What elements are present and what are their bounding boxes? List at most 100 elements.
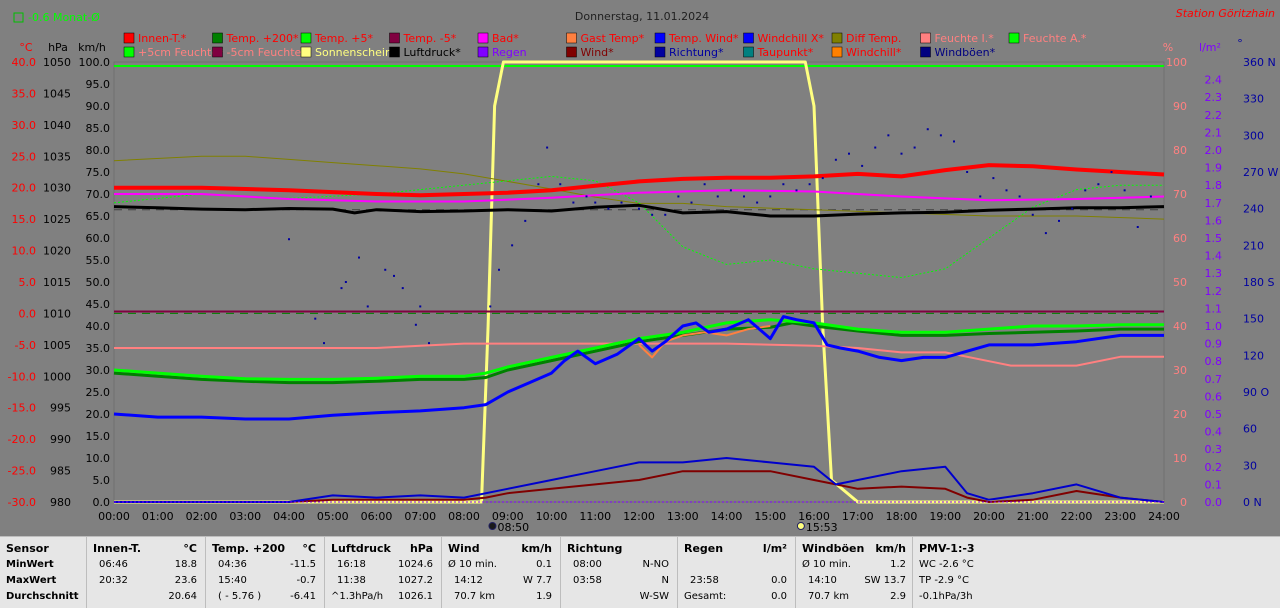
stats-temp200-title: Temp. +200 — [212, 542, 286, 555]
richtung-point — [861, 164, 864, 167]
legend-label: -5cm Feuchte* — [227, 46, 308, 59]
time-axis-tick: 24:00 — [1148, 510, 1180, 523]
richtung-point — [489, 305, 492, 308]
percent-axis-tick: 30 — [1173, 364, 1187, 377]
direction-axis-tick: 120 — [1243, 349, 1264, 362]
richtung-point — [620, 201, 623, 204]
temp-axis-tick: 20.0 — [12, 182, 37, 195]
richtung-point — [1058, 219, 1060, 222]
temp-axis-tick: -20.0 — [8, 433, 36, 446]
stats-boeen-avg-value: 2.9 — [890, 591, 906, 602]
stats-richtung-min-value: N-NO — [642, 559, 669, 570]
speed-axis-tick: 75.0 — [86, 166, 111, 179]
rain-axis-tick: 0.4 — [1205, 426, 1223, 439]
richtung-point — [716, 195, 719, 198]
time-axis-tick: 20:00 — [973, 510, 1005, 523]
speed-axis-tick: 95.0 — [86, 78, 111, 91]
richtung-point — [677, 195, 680, 198]
temp-axis-tick: 15.0 — [12, 213, 37, 226]
speed-axis-tick: 100.0 — [79, 56, 111, 69]
percent-axis-tick: 20 — [1173, 408, 1187, 421]
legend-label: Regen — [492, 46, 527, 59]
stats-boeen-avg10-label: Ø 10 min. — [802, 559, 851, 570]
stats-wind-title: Wind — [448, 542, 480, 555]
richtung-point — [559, 183, 562, 186]
time-axis-tick: 02:00 — [186, 510, 218, 523]
stats-temp200-min-time: 04:36 — [218, 559, 247, 570]
time-axis-tick: 19:00 — [929, 510, 961, 523]
direction-axis-unit: ° — [1237, 37, 1243, 50]
statistics-panel: Sensor MinWert MaxWert Durchschnitt Inne… — [0, 536, 1280, 608]
legend-swatch — [654, 32, 666, 44]
richtung-point — [887, 134, 890, 137]
richtung-point — [913, 146, 916, 149]
plot-area — [113, 61, 1165, 503]
stats-regen-block: Regen l/m² 23:58 0.0 Gesamt: 0.0 — [678, 537, 796, 608]
series-temp-wind — [113, 315, 1164, 421]
legend-label: Windchill* — [846, 46, 902, 59]
stats-sensor-block: Sensor MinWert MaxWert Durchschnitt — [0, 537, 87, 608]
series--5cm-feuchte — [113, 175, 1164, 279]
richtung-point — [1149, 195, 1152, 198]
percent-axis-tick: 100 — [1166, 56, 1187, 69]
chart-title: Donnerstag, 11.01.2024 — [575, 10, 709, 23]
richtung-point — [651, 213, 654, 216]
richtung-point — [546, 146, 549, 149]
richtung-point — [848, 152, 850, 155]
richtung-point — [729, 189, 732, 192]
legend-label: Wind* — [581, 46, 615, 59]
legend-label: Sonnenschein* — [315, 46, 398, 59]
speed-axis-tick: 50.0 — [86, 276, 111, 289]
time-axis-tick: 15:00 — [754, 510, 786, 523]
pressure-axis-tick: 980 — [50, 496, 71, 509]
stats-wind-avg-value: 1.9 — [536, 591, 552, 602]
time-axis-tick: 04:00 — [273, 510, 305, 523]
legend-swatch — [920, 46, 931, 58]
stats-regen-max-time: 23:58 — [690, 575, 719, 586]
speed-axis-tick: 60.0 — [86, 232, 111, 245]
richtung-point — [821, 177, 824, 180]
rain-axis-tick: 2.1 — [1205, 126, 1223, 139]
rain-axis-tick: 1.4 — [1205, 250, 1223, 263]
rain-axis-tick: 0.1 — [1205, 478, 1223, 491]
stats-row-avg: Durchschnitt — [6, 591, 79, 602]
direction-axis-tick: 180 S — [1243, 276, 1274, 289]
stats-regen-title: Regen — [684, 542, 724, 555]
richtung-point — [340, 287, 343, 290]
time-axis-tick: 00:00 — [98, 510, 130, 523]
richtung-point — [638, 207, 640, 210]
series-feuchte-i — [114, 342, 1164, 367]
direction-axis-tick: 330 — [1243, 93, 1264, 106]
series-wind — [114, 470, 1165, 503]
direction-axis-tick: 240 — [1243, 203, 1264, 216]
richtung-point — [358, 256, 360, 259]
temp-axis-tick: 30.0 — [12, 119, 37, 132]
rain-axis-tick: 0.0 — [1205, 496, 1223, 509]
legend-label: Taupunkt* — [757, 46, 814, 59]
richtung-point — [537, 183, 540, 186]
temp-axis-tick: 35.0 — [12, 87, 37, 100]
rain-axis-tick: 0.6 — [1205, 390, 1223, 403]
pressure-axis-tick: 1045 — [43, 87, 71, 100]
time-axis-tick: 05:00 — [317, 510, 349, 523]
pressure-axis-tick: 1015 — [43, 276, 71, 289]
temp-axis-tick: -5.0 — [15, 339, 36, 352]
richtung-point — [1136, 226, 1139, 228]
richtung-point — [428, 342, 430, 345]
richtung-point — [979, 195, 982, 198]
stats-innen-block: Innen-T. °C 06:46 18.8 20:32 23.6 20.64 — [87, 537, 206, 608]
time-axis-tick: 09:00 — [492, 510, 524, 523]
sunset-icon — [796, 522, 805, 530]
rain-axis-tick: 2.0 — [1205, 144, 1223, 157]
speed-axis-tick: 55.0 — [86, 254, 111, 267]
pressure-axis-unit: hPa — [48, 41, 68, 54]
speed-axis-tick: 85.0 — [86, 122, 111, 135]
richtung-point — [607, 207, 610, 210]
temp-axis-tick: 25.0 — [12, 150, 37, 163]
richtung-point — [366, 305, 369, 308]
richtung-point — [401, 287, 404, 290]
rain-axis-unit: l/m² — [1199, 41, 1221, 54]
richtung-point — [1110, 171, 1113, 173]
richtung-point — [1084, 189, 1087, 192]
legend-label: Feuchte A.* — [1023, 32, 1087, 45]
